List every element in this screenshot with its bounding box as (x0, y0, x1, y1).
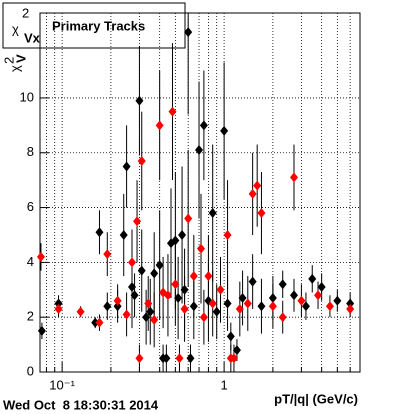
marker (180, 303, 189, 314)
marker (243, 298, 252, 309)
marker (130, 290, 139, 301)
marker (314, 290, 323, 301)
x-tick-label: 1 (221, 377, 228, 392)
marker (137, 265, 146, 276)
marker (122, 161, 131, 172)
y-tick-label: 0 (27, 363, 34, 378)
marker (199, 312, 208, 323)
marker (162, 353, 171, 364)
marker (36, 251, 45, 262)
x-tick-label: 10⁻¹ (49, 377, 75, 392)
marker (197, 243, 206, 254)
marker (308, 273, 317, 284)
marker (248, 188, 257, 199)
marker (232, 345, 241, 356)
marker (208, 298, 217, 309)
marker (95, 317, 104, 328)
marker (248, 276, 257, 287)
marker (268, 301, 277, 312)
title-symbol: χ (12, 21, 19, 36)
marker (189, 271, 198, 282)
marker (208, 208, 217, 219)
marker (199, 120, 208, 131)
marker (229, 353, 238, 364)
title-box (2, 2, 186, 49)
marker (297, 295, 306, 306)
marker (278, 279, 287, 290)
marker (301, 301, 310, 312)
marker (223, 229, 232, 240)
marker (174, 293, 183, 304)
marker (289, 290, 298, 301)
plot-frame (39, 12, 361, 373)
y-label: χ 2 V (1, 54, 28, 72)
marker (184, 27, 193, 38)
marker (346, 303, 355, 314)
marker (122, 309, 131, 320)
y-label-sup: 2 (1, 57, 16, 64)
marker (119, 229, 128, 240)
title-sup: 2 (22, 5, 29, 20)
marker (216, 284, 225, 295)
footer: Wed Oct 8 18:30:31 2014 (3, 397, 159, 412)
marker (257, 301, 266, 312)
marker (175, 353, 184, 364)
marker (257, 208, 266, 219)
marker (184, 213, 193, 224)
marker (150, 268, 159, 279)
marker (113, 295, 122, 306)
marker (278, 312, 287, 323)
chart-title: Primary Tracks (52, 18, 145, 33)
x-label: pT/|q| (GeV/c) (274, 391, 358, 406)
marker (135, 353, 144, 364)
marker (103, 249, 112, 260)
y-tick-label: 4 (27, 254, 34, 269)
marker (253, 180, 262, 191)
title-sub: Vx (24, 30, 41, 45)
marker (317, 282, 326, 293)
marker (37, 325, 46, 336)
marker (171, 279, 180, 290)
marker (95, 227, 104, 238)
marker (171, 235, 180, 246)
marker (238, 293, 247, 304)
marker (289, 172, 298, 183)
marker (235, 303, 244, 314)
marker (76, 306, 85, 317)
marker (168, 106, 177, 117)
marker (325, 301, 334, 312)
marker (91, 317, 100, 328)
marker (144, 298, 153, 309)
marker (133, 216, 142, 227)
marker (128, 257, 137, 268)
marker (155, 120, 164, 131)
y-label-sub: V (13, 54, 28, 63)
y-tick-label: 2 (27, 309, 34, 324)
marker (333, 295, 342, 306)
marker (223, 298, 232, 309)
marker (54, 303, 63, 314)
marker (135, 95, 144, 106)
y-tick-label: 6 (27, 199, 34, 214)
marker (212, 306, 221, 317)
y-tick-label: 10 (20, 89, 34, 104)
marker (178, 229, 187, 240)
marker (103, 301, 112, 312)
marker (195, 145, 204, 156)
marker (186, 353, 195, 364)
y-label-symbol: χ (7, 65, 22, 72)
marker (137, 155, 146, 166)
marker (204, 271, 213, 282)
marker (155, 260, 164, 271)
marker (220, 125, 229, 136)
marker (163, 290, 172, 301)
marker (150, 314, 159, 325)
marker (226, 331, 235, 342)
y-tick-label: 8 (27, 144, 34, 159)
